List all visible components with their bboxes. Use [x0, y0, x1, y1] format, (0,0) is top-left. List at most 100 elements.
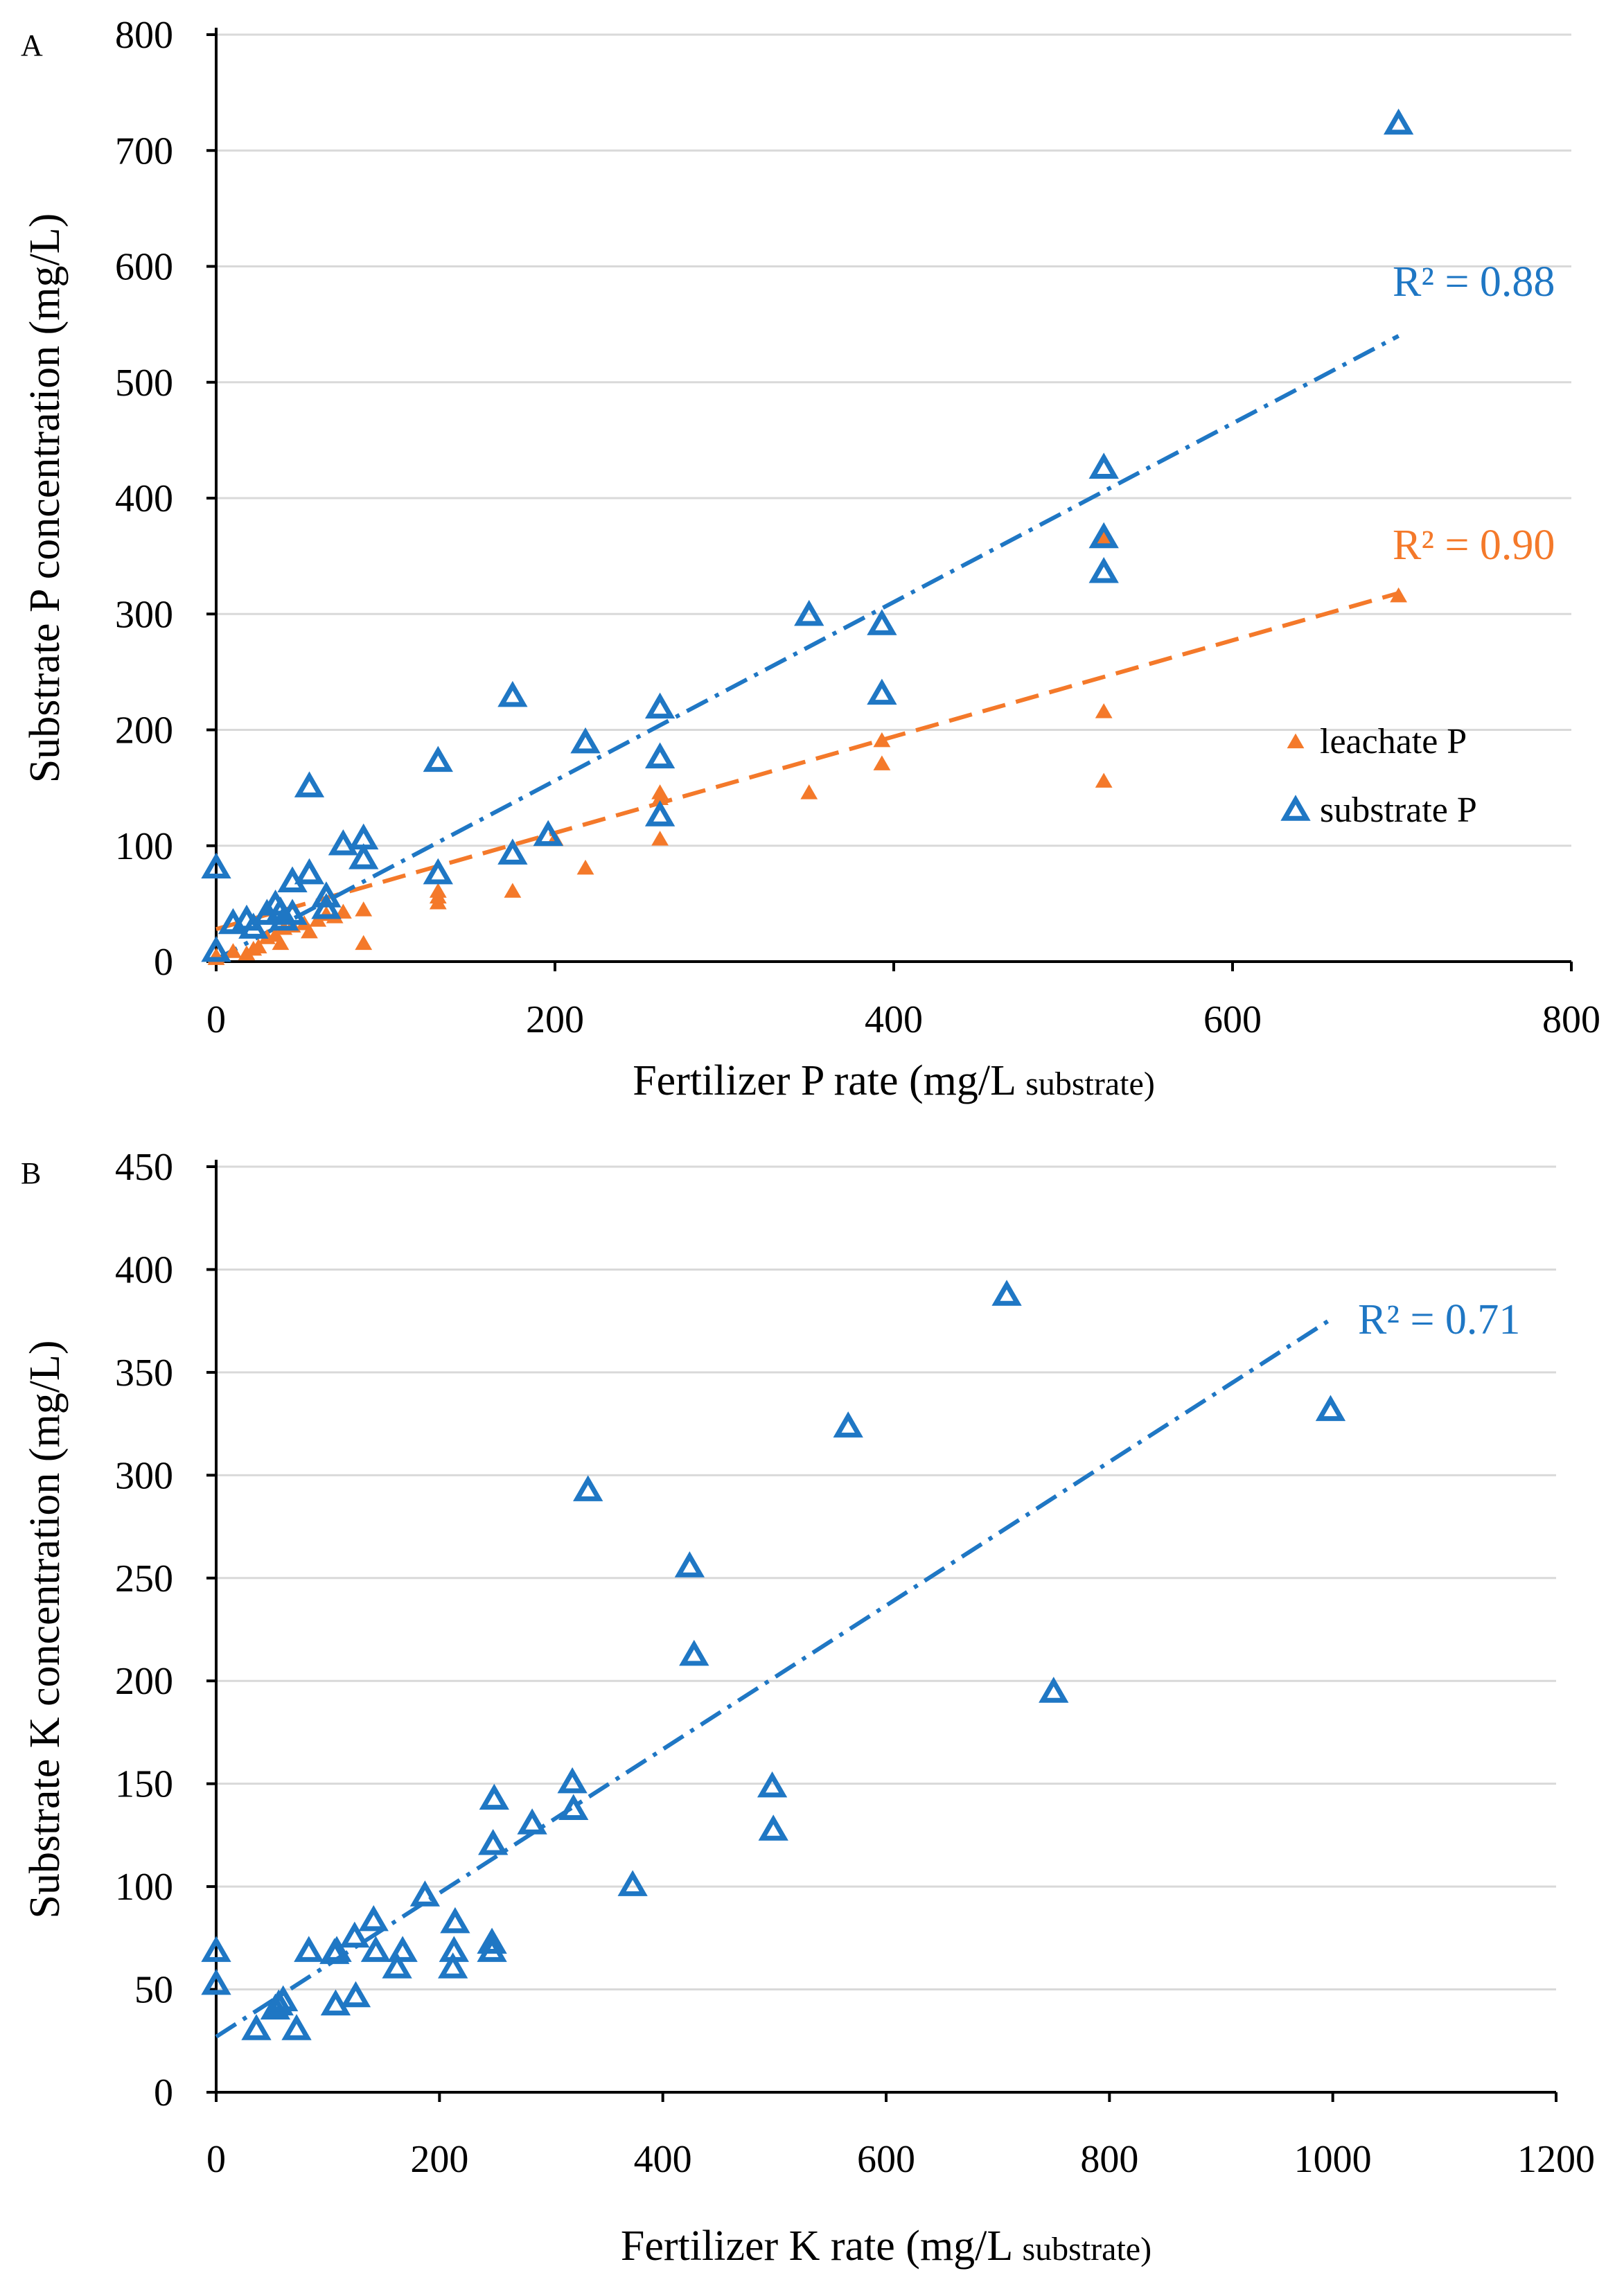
x-tick-label: 1200: [1517, 2138, 1595, 2181]
data-point: [224, 943, 242, 958]
data-point: [201, 935, 231, 962]
data-point: [497, 680, 528, 707]
data-point: [1390, 587, 1408, 603]
x-tick-label: 1000: [1294, 2138, 1372, 2181]
x-tick-label: 800: [1542, 998, 1600, 1041]
y-tick-label: 500: [115, 362, 173, 405]
data-point: [651, 784, 669, 799]
data-point: [1095, 772, 1113, 788]
data-point: [409, 1880, 441, 1907]
panel-letter: B: [21, 1156, 41, 1190]
data-point: [558, 1794, 589, 1821]
data-point: [294, 858, 325, 885]
data-point: [679, 1639, 709, 1666]
y-tick-label: 0: [154, 2071, 173, 2114]
data-point: [269, 904, 299, 931]
data-point: [272, 935, 290, 951]
data-point: [201, 852, 231, 878]
legend-label: leachate P: [1320, 722, 1467, 761]
panel-letter: A: [21, 28, 43, 62]
data-point: [334, 903, 352, 919]
data-point: [387, 1936, 418, 1962]
data-point: [423, 745, 453, 772]
data-point: [360, 1936, 391, 1962]
data-point: [800, 784, 818, 799]
y-tick-label: 0: [154, 941, 173, 984]
x-tick-label: 600: [1203, 998, 1262, 1041]
x-tick-label: 400: [634, 2138, 692, 2181]
data-point: [309, 912, 327, 927]
data-point: [1039, 1677, 1069, 1703]
legend-marker: [1287, 733, 1305, 749]
data-point: [294, 1936, 324, 1962]
data-point: [651, 831, 669, 846]
trendline-substrate-p: [215, 334, 1400, 962]
data-point: [321, 1936, 352, 1962]
data-point: [497, 838, 528, 865]
data-point: [241, 2014, 272, 2040]
data-point: [674, 1551, 705, 1578]
y-tick-label: 400: [115, 477, 173, 520]
y-tick-label: 450: [115, 1146, 173, 1189]
data-point: [238, 912, 269, 939]
data-point: [1088, 522, 1119, 549]
data-point: [573, 1475, 603, 1501]
data-point: [429, 883, 447, 898]
x-tick-label: 200: [410, 2138, 468, 2181]
data-point: [873, 755, 891, 770]
data-point: [991, 1280, 1022, 1306]
data-point: [201, 1936, 231, 1962]
y-tick-label: 100: [115, 825, 173, 868]
data-point: [617, 1870, 648, 1896]
data-point: [517, 1808, 547, 1835]
r2-label: R² = 0.88: [1393, 258, 1555, 306]
data-point: [1095, 529, 1113, 545]
data-point: [339, 1921, 370, 1948]
legend-label: substrate P: [1320, 790, 1477, 830]
y-axis-title: Substrate K concentration (mg/L): [21, 1340, 69, 1918]
data-point: [644, 692, 676, 719]
y-tick-label: 800: [115, 14, 173, 57]
data-point: [479, 1783, 509, 1810]
data-point: [328, 829, 359, 856]
y-axis-title: Substrate P concentration (mg/L): [21, 213, 69, 783]
y-tick-label: 250: [115, 1557, 173, 1600]
data-point: [301, 923, 318, 939]
data-point: [348, 843, 379, 869]
y-tick-label: 300: [115, 593, 173, 636]
x-tick-label: 200: [526, 998, 584, 1041]
y-tick-label: 300: [115, 1454, 173, 1497]
data-point: [1088, 452, 1119, 479]
data-point: [867, 678, 897, 705]
y-tick-label: 400: [115, 1248, 173, 1291]
data-point: [1383, 108, 1414, 135]
data-point: [504, 883, 522, 898]
data-point: [311, 892, 342, 919]
data-point: [1088, 556, 1119, 583]
y-tick-label: 50: [134, 1969, 173, 2012]
x-axis-title: Fertilizer K rate (mg/L substrate): [621, 2223, 1151, 2270]
data-point: [644, 742, 676, 769]
x-tick-label: 800: [1080, 2138, 1138, 2181]
data-point: [423, 858, 453, 885]
data-point: [281, 2014, 312, 2040]
data-point: [557, 1767, 588, 1794]
y-tick-label: 600: [115, 246, 173, 289]
data-point: [440, 1907, 470, 1934]
data-point: [320, 1989, 351, 2016]
x-tick-label: 0: [206, 998, 226, 1041]
legend-marker: [1280, 795, 1311, 821]
data-point: [576, 859, 594, 875]
y-tick-label: 700: [115, 130, 173, 173]
data-point: [277, 899, 308, 925]
data-point: [311, 881, 342, 908]
series-leachate-p: [207, 529, 1408, 965]
data-point: [294, 771, 325, 797]
data-point: [833, 1411, 863, 1438]
y-tick-label: 150: [115, 1763, 173, 1806]
r2-label: R² = 0.71: [1358, 1296, 1520, 1343]
r2-label: R² = 0.90: [1393, 522, 1555, 569]
data-point: [438, 1952, 468, 1979]
data-point: [268, 1985, 299, 2012]
